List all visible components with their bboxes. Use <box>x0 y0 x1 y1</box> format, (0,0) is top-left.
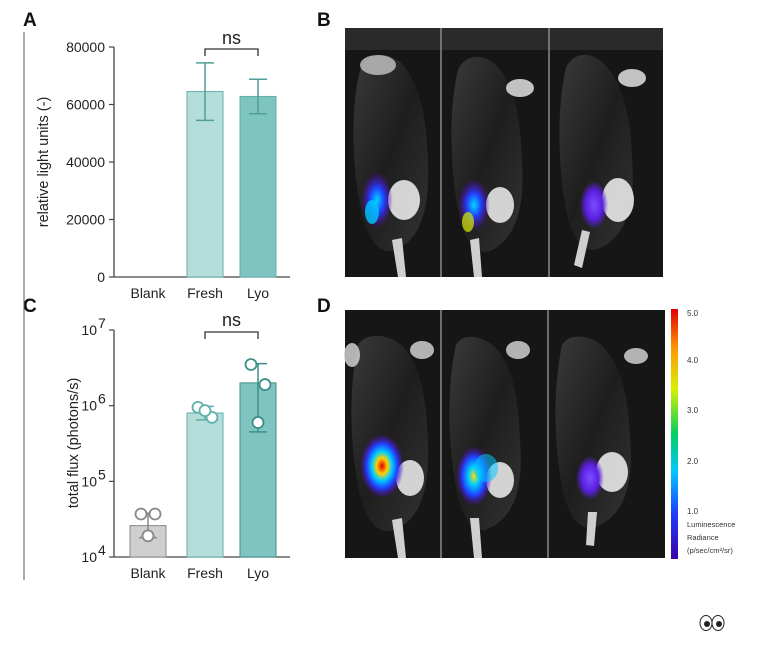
data-point <box>251 416 265 429</box>
panel-letter-b: B <box>317 10 331 31</box>
significance-label: ns <box>222 310 241 330</box>
category-label: Lyo <box>247 285 269 301</box>
data-point <box>141 529 155 543</box>
colorbar-caption: Luminescence <box>687 520 735 529</box>
category-label: Fresh <box>187 285 223 301</box>
y-tick-label: 40000 <box>66 154 105 170</box>
mouse-b3 <box>559 54 646 268</box>
colorbar-tick: 1.0 <box>687 507 699 516</box>
y-tick-label: 10 <box>81 322 97 338</box>
significance-bracket <box>204 48 259 56</box>
data-point <box>134 507 148 521</box>
chart-a-y-label: relative light units (-) <box>36 97 52 228</box>
y-tick-label: 10 <box>81 398 97 414</box>
y-tick-label: 10 <box>81 549 97 565</box>
panel-b-image <box>345 28 663 277</box>
data-point <box>244 358 258 371</box>
significance-bracket <box>204 331 259 339</box>
colorbar-caption: Radiance <box>687 533 719 542</box>
colorbar-tick: 3.0 <box>687 406 699 415</box>
panel-d-image <box>344 310 665 558</box>
category-label: Fresh <box>187 565 223 581</box>
colorbar: 5.0 4.0 3.0 2.0 1.0 Luminescence Radianc… <box>671 309 735 559</box>
y-tick-exponent: 4 <box>98 542 106 558</box>
colorbar-tick: 2.0 <box>687 457 699 466</box>
y-tick-exponent: 5 <box>98 466 106 482</box>
panel-letter-d: D <box>317 296 331 317</box>
panel-letter-c: C <box>23 296 37 317</box>
y-tick-label: 0 <box>97 269 105 285</box>
colorbar-tick: 4.0 <box>687 356 699 365</box>
colorbar-tick: 5.0 <box>687 309 699 318</box>
data-point <box>258 378 272 391</box>
mouse-b2 <box>451 56 534 277</box>
colorbar-caption: (p/sec/cm²/sr) <box>687 546 733 555</box>
colorbar-gradient <box>671 309 678 559</box>
category-label: Lyo <box>247 565 269 581</box>
y-tick-label: 20000 <box>66 212 105 228</box>
bar-lyo <box>239 95 277 278</box>
chart-c-y-label: total flux (photons/s) <box>66 378 82 509</box>
y-tick-exponent: 7 <box>98 315 106 331</box>
eyes-icon <box>699 615 725 631</box>
category-label: Blank <box>130 285 166 301</box>
data-point <box>198 404 212 418</box>
mouse-d1 <box>344 335 434 558</box>
bar-fresh <box>186 412 224 558</box>
y-tick-label: 60000 <box>66 97 105 113</box>
y-tick-label: 10 <box>81 473 97 489</box>
y-tick-label: 80000 <box>66 39 105 55</box>
mouse-b1 <box>353 55 429 277</box>
mouse-d2 <box>449 336 530 558</box>
y-tick-exponent: 6 <box>98 391 106 407</box>
data-point <box>148 507 162 521</box>
bar-fresh <box>186 91 224 278</box>
significance-label: ns <box>222 28 241 48</box>
chart-a: 0 20000 40000 60000 80000 Blank Fresh Lyo ns r… <box>36 28 290 301</box>
mouse-d3 <box>555 336 648 546</box>
category-label: Blank <box>130 565 166 581</box>
panel-letter-a: A <box>23 10 37 31</box>
